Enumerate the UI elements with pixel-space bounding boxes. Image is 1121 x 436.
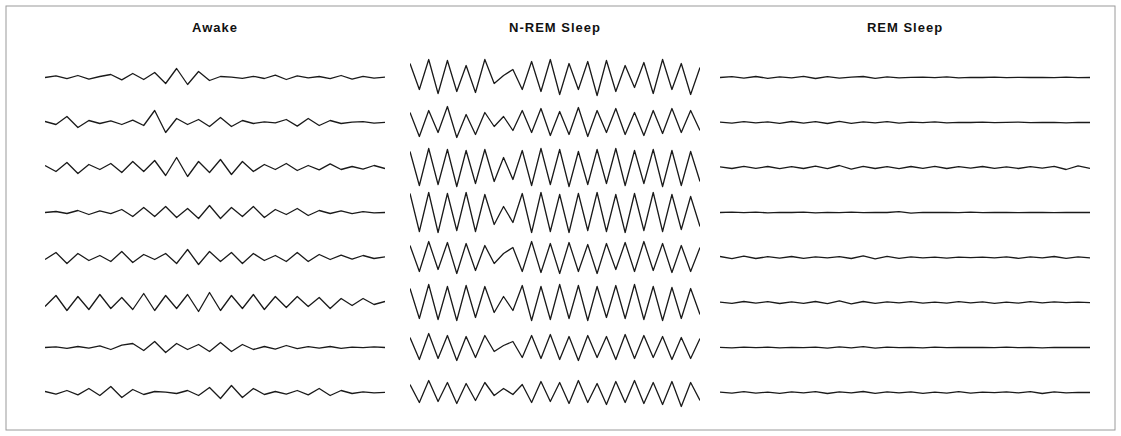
trace-area — [45, 206, 385, 219]
panel-title: Awake — [192, 20, 238, 35]
panel-title: REM Sleep — [867, 20, 943, 35]
trace-area — [45, 386, 385, 399]
eeg-trace — [410, 193, 700, 233]
eeg-trace — [410, 60, 700, 96]
eeg-trace — [45, 342, 385, 353]
trace-area — [720, 76, 1090, 78]
eeg-trace — [720, 166, 1090, 170]
eeg-trace — [720, 301, 1090, 304]
eeg-trace — [45, 386, 385, 399]
trace-area — [45, 342, 385, 353]
eeg-trace — [45, 250, 385, 265]
trace-area — [410, 242, 700, 274]
panel: REM Sleep — [720, 20, 1090, 394]
trace-area — [410, 149, 700, 187]
trace-area — [720, 256, 1090, 259]
eeg-trace — [45, 111, 385, 133]
trace-area — [45, 69, 385, 85]
trace-area — [45, 158, 385, 177]
eeg-trace — [45, 206, 385, 219]
eeg-trace — [720, 76, 1090, 78]
eeg-trace — [45, 69, 385, 85]
eeg-trace — [410, 149, 700, 187]
trace-area — [410, 193, 700, 233]
eeg-trace — [720, 256, 1090, 259]
panel: N-REM Sleep — [410, 20, 700, 407]
trace-area — [720, 121, 1090, 123]
figure: Awake N-REM Sleep REM Sleep — [0, 0, 1121, 436]
frame — [6, 6, 1115, 430]
eeg-trace — [45, 158, 385, 177]
eeg-trace — [410, 334, 700, 361]
trace-area — [410, 60, 700, 96]
eeg-trace — [410, 381, 700, 407]
eeg-trace — [720, 347, 1090, 348]
trace-area — [720, 392, 1090, 394]
trace-area — [410, 334, 700, 361]
eeg-trace — [410, 285, 700, 321]
trace-area — [45, 293, 385, 312]
trace-area — [45, 250, 385, 265]
trace-area — [720, 166, 1090, 170]
trace-area — [720, 212, 1090, 213]
panel-title: N-REM Sleep — [509, 20, 601, 35]
trace-area — [45, 111, 385, 133]
eeg-trace — [720, 212, 1090, 213]
trace-area — [720, 301, 1090, 304]
trace-area — [410, 381, 700, 407]
panel: Awake — [45, 20, 385, 399]
eeg-trace — [720, 121, 1090, 123]
eeg-trace — [45, 293, 385, 312]
eeg-trace — [410, 242, 700, 274]
trace-area — [410, 107, 700, 138]
trace-area — [410, 285, 700, 321]
trace-area — [720, 347, 1090, 348]
eeg-trace — [720, 392, 1090, 394]
eeg-trace — [410, 107, 700, 138]
